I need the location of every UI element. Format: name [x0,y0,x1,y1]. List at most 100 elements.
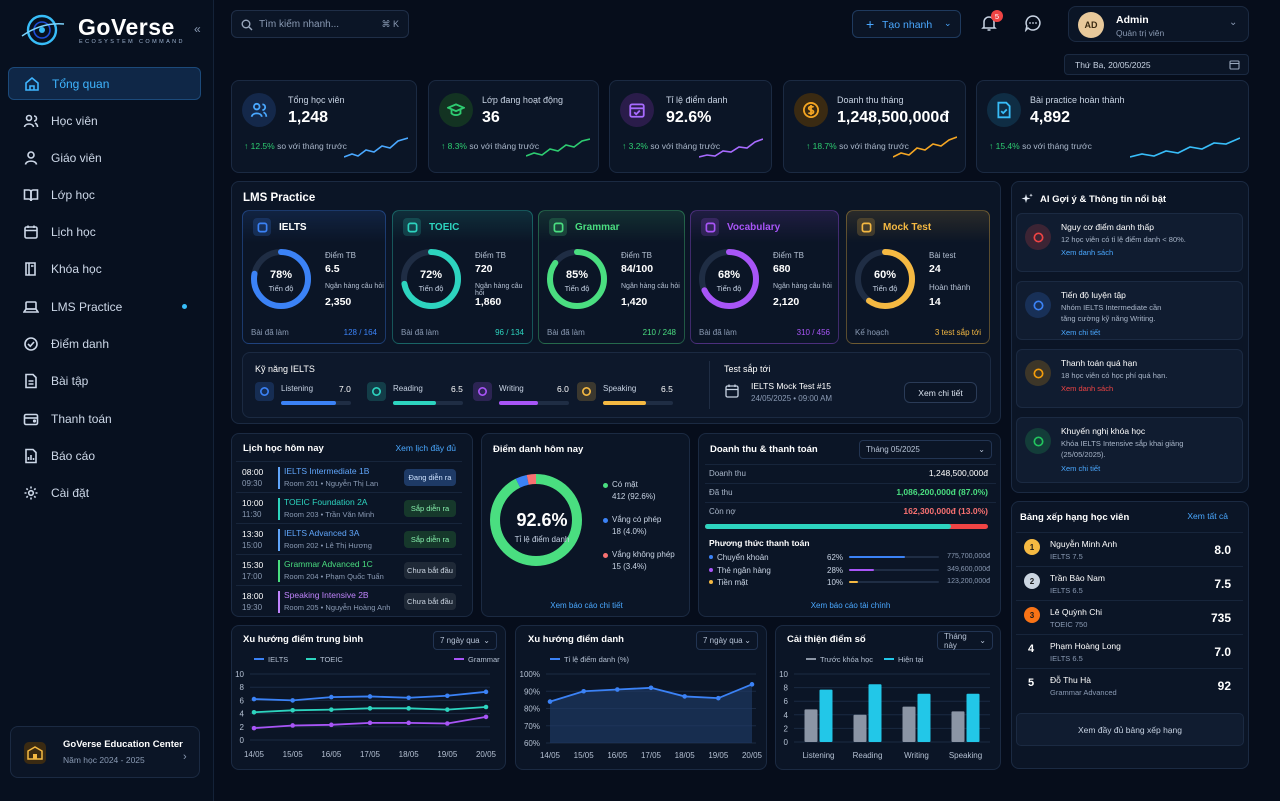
skill-score: 6.5 [451,384,463,394]
legend-value: 412 (92.6%) [612,492,656,501]
class-info: Room 202 • Lê Thị Hương [284,541,372,550]
y-tick-label: 10 [235,670,244,679]
school-year: Năm học 2024 - 2025 [63,755,145,765]
range-select[interactable]: 7 ngày qua ⌄ [696,631,758,650]
sidebar-item-hoc-vien[interactable]: Học viên [8,104,201,137]
sidebar-item-bao-cao[interactable]: Báo cáo [8,439,201,472]
chevron-down-icon: ⌄ [944,18,952,28]
data-point [445,707,450,712]
sidebar-item-label: Thanh toán [51,411,112,426]
sidebar-item-giao-vien[interactable]: Giáo viên [8,141,201,174]
trend-value: ↑ 18.7% [806,141,837,151]
users-icon [23,114,39,127]
stat-card-attendance-rate[interactable]: Tỉ lệ điểm danh 92.6% ↑ 3.2% so với thán… [609,80,772,173]
ai-insight-item[interactable]: Tiến độ luyện tập Nhóm IELTS Intermediate… [1016,281,1243,340]
stat-card-students[interactable]: Tổng học viên 1,248 ↑ 12.5% so với tháng… [231,80,417,173]
sidebar-item-lms-practice[interactable]: LMS Practice [8,290,201,323]
sidebar-item-lop-hoc[interactable]: Lớp học [8,178,201,211]
collapse-sidebar-icon[interactable]: « [194,22,201,36]
headphones-icon [255,382,274,401]
ielts-skills-section: Kỹ năng IELTS Listening 7.0 Reading 6.5 Writ… [242,352,991,418]
grammar-icon [549,218,567,236]
student-ranking-panel: Bảng xếp hạng học viên Xem tất cả 1 Nguyễ… [1011,501,1249,769]
brand-logo[interactable]: GoVerse ECOSYSTEM COMMAND [18,10,198,50]
progress-label: Tiến độ [268,284,294,293]
sidebar-item-khoa-hoc[interactable]: Khóa học [8,252,201,285]
sparkle-icon [1021,193,1033,203]
globe-icon [253,218,271,236]
progress-ring [547,249,607,309]
program-name: Mock Test [883,222,932,233]
vocabulary-icon [701,218,719,236]
skill-name: Reading [393,384,423,393]
stat-value: 36 [482,109,500,126]
ranking-row[interactable]: 1 Nguyễn Minh Anh IELTS 7.5 8.0 [1016,532,1243,566]
center-switcher[interactable]: GoVerse Education Center Năm học 2024 - … [10,726,200,778]
search-input[interactable]: Tìm kiếm nhanh... ⌘ K [231,10,409,38]
messages-button[interactable] [1024,14,1044,34]
view-full-schedule-link[interactable]: Xem lịch đầy đủ [395,443,456,453]
upcoming-test-name: IELTS Mock Test #15 [751,381,831,391]
ranking-row[interactable]: 2 Trần Bảo Nam IELTS 6.5 7.5 [1016,566,1243,600]
ranking-row[interactable]: 5 Đỗ Thu Hà Grammar Advanced 92 [1016,668,1243,702]
range-select[interactable]: Tháng này ⌄ [937,631,993,650]
quick-create-button[interactable]: + Tạo nhanh ⌄ [852,10,961,38]
view-all-ranking-link[interactable]: Xem tất cả [1187,511,1228,521]
method-bar-fill [849,581,858,583]
ai-insight-item[interactable]: Nguy cơ điểm danh thấp 12 học viên có tỉ … [1016,213,1243,272]
insight-link[interactable]: Xem chi tiết [1061,328,1101,337]
schedule-row[interactable]: 10:00 11:30 TOEIC Foundation 2A Room 203 • … [236,492,462,523]
ai-insight-item[interactable]: Thanh toán quá hạn 18 học viên có học phí… [1016,349,1243,408]
view-full-ranking-button[interactable]: Xem đầy đủ bảng xếp hạng [1016,713,1244,746]
sidebar-item-tong-quan[interactable]: Tổng quan [8,67,201,100]
bar-before [853,714,867,742]
lms-program-mock-test[interactable]: Mock Test 60% Tiến độ Bài test 24 Hoàn thành 1… [846,210,990,344]
schedule-row[interactable]: 13:30 15:00 IELTS Advanced 3A Room 202 • Lê… [236,523,462,554]
sidebar-item-lich-hoc[interactable]: Lịch học [8,215,201,248]
x-tick-label: 14/05 [540,751,561,760]
schedule-row[interactable]: 15:30 17:00 Grammar Advanced 1C Room 204 • … [236,554,462,585]
attendance-donut [490,474,582,566]
lms-program-ielts[interactable]: IELTS 78% Tiến độ Điểm TB 6.5 Ngân hàng câu h… [242,210,386,344]
stat-card-monthly-revenue[interactable]: Doanh thu tháng 1,248,500,000đ ↑ 18.7% s… [783,80,966,173]
user-menu[interactable]: AD Admin Quản trị viên ⌄ [1068,6,1249,42]
lms-program-vocabulary[interactable]: Vocabulary 68% Tiến độ Điểm TB 680 Ngân hàng … [690,210,839,344]
rank-number: 5 [1028,677,1035,689]
sidebar-item-thanh-toan[interactable]: Thanh toán [8,402,201,435]
progress-arc [855,249,915,309]
panel-title: Lịch học hôm nay [243,443,324,454]
sidebar-item-diem-danh[interactable]: Điểm danh [8,327,201,360]
ai-insight-item[interactable]: Khuyến nghị khóa học Khóa IELTS Intensive… [1016,417,1243,483]
insight-link[interactable]: Xem danh sách [1061,384,1114,393]
range-select[interactable]: 7 ngày qua ⌄ [433,631,497,650]
view-finance-report-link[interactable]: Xem báo cáo tài chính [810,601,891,610]
progress-label: Tiến độ [872,284,898,293]
view-test-details-button[interactable]: Xem chi tiết [904,382,977,403]
data-point [716,695,721,701]
insight-link[interactable]: Xem danh sách [1061,248,1114,257]
lms-program-grammar[interactable]: Grammar 85% Tiến độ Điểm TB 84/100 Ngân hàng … [538,210,685,344]
insight-link[interactable]: Xem chi tiết [1061,464,1101,473]
revenue-row-line [705,502,996,503]
ranking-row[interactable]: 3 Lê Quỳnh Chi TOEIC 750 735 [1016,600,1243,634]
period-select[interactable]: Tháng 05/2025 ⌄ [859,440,992,459]
stat-card-practice-completed[interactable]: Bài practice hoàn thành 4,892 ↑ 15.4% so… [976,80,1249,173]
data-point [251,696,257,702]
data-point [547,699,553,704]
chat-icon [1024,15,1041,33]
lms-program-toeic[interactable]: TOEIC 72% Tiến độ Điểm TB 720 Ngân hàng câu h… [392,210,533,344]
trend-value: ↑ 15.4% [989,141,1020,151]
method-amount: 123,200,000đ [947,578,990,585]
sparkline [526,138,590,157]
view-attendance-report-link[interactable]: Xem báo cáo chi tiết [550,601,623,610]
notification-button[interactable]: 5 [980,10,1003,34]
sidebar-item-bai-tap[interactable]: Bài tập [8,364,201,397]
sidebar-item-cai-dat[interactable]: Cài đặt [8,476,201,509]
search-shortcut: ⌘ K [381,19,399,29]
date-picker[interactable]: Thứ Ba, 20/05/2025 [1064,54,1249,75]
schedule-row[interactable]: 18:00 19:30 Speaking Intensive 2B Room 205 … [236,585,462,616]
ranking-row[interactable]: 4 Phạm Hoàng Long IELTS 6.5 7.0 [1016,634,1243,668]
stat-card-active-classes[interactable]: Lớp đang hoạt động 36 ↑ 8.3% so với thán… [428,80,599,173]
schedule-row[interactable]: 08:00 09:30 IELTS Intermediate 1B Room 201 … [236,461,462,492]
data-point [367,706,373,711]
